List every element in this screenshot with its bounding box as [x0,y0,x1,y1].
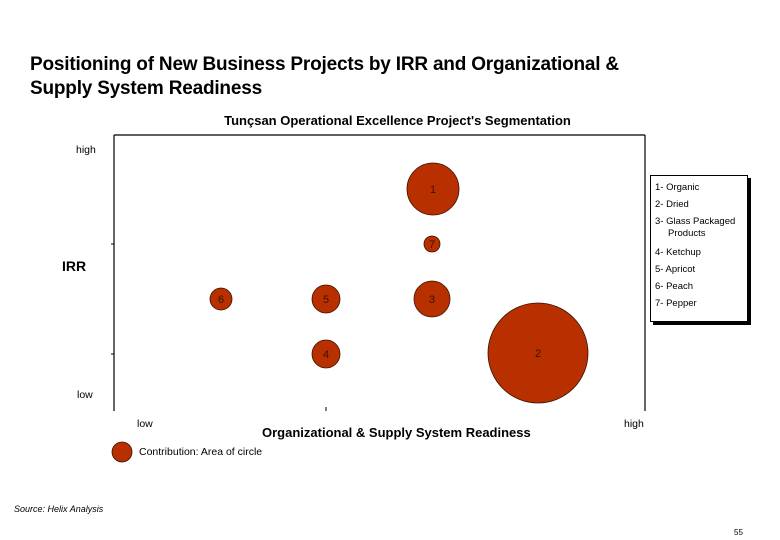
chart-legend: 1- Organic 2- Dried 3- Glass Packaged Pr… [650,175,748,322]
legend-item-4: 4- Ketchup [655,247,701,258]
legend-item-2: 2- Dried [655,199,689,210]
page-title: Positioning of New Business Projects by … [30,53,619,101]
svg-text:4: 4 [323,349,329,361]
svg-text:1: 1 [430,184,436,196]
size-legend-circle-icon [111,441,133,463]
legend-item-7: 7- Pepper [655,298,697,309]
svg-text:7: 7 [429,239,435,251]
svg-text:6: 6 [218,294,224,306]
y-axis-title: IRR [62,258,87,274]
bubble-2: 2 [487,302,589,404]
y-axis-low-label: low [77,389,93,401]
page-number: 55 [734,528,743,537]
legend-item-3-line-2: Products [668,228,706,239]
bubble-5: 5 [311,284,341,314]
legend-item-3: 3- Glass Packaged [655,216,736,227]
bubble-4: 4 [311,339,341,369]
legend-item-6: 6- Peach [655,281,694,292]
bubble-3: 3 [413,280,451,318]
title-line-1: Positioning of New Business Projects by … [30,54,619,75]
title-line-2: Supply System Readiness [30,78,262,99]
svg-text:2: 2 [535,348,541,360]
source-note: Source: Helix Analysis [14,504,104,514]
legend-item-1: 1- Organic [655,182,700,193]
svg-text:5: 5 [323,294,329,306]
bubble-7: 7 [423,235,441,253]
legend-item-5: 5- Apricot [655,264,696,275]
x-axis-high-label: high [624,418,644,430]
x-axis-title: Organizational & Supply System Readiness [262,425,531,440]
svg-text:3: 3 [429,294,435,306]
y-axis-high-label: high [76,144,96,156]
bubble-6: 6 [209,287,233,311]
bubble-1: 1 [406,162,460,216]
size-legend-text: Contribution: Area of circle [139,446,263,458]
chart-subtitle: Tunçsan Operational Excellence Project's… [224,113,571,128]
x-axis-low-label: low [137,418,153,430]
